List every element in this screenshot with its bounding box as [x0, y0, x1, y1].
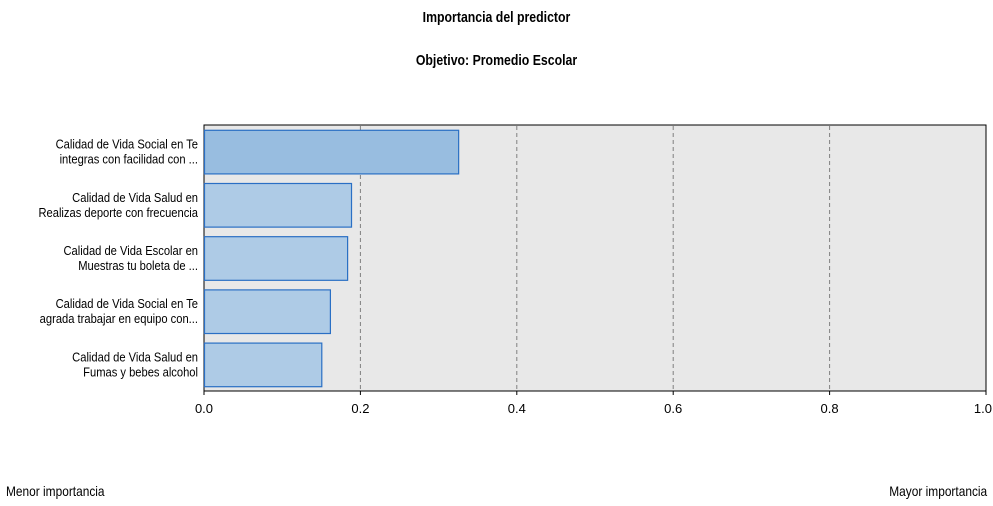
category-label: Calidad de Vida Social en Te	[56, 137, 199, 152]
category-label: Calidad de Vida Escolar en	[63, 243, 198, 258]
x-tick-label: 0.6	[664, 401, 682, 416]
category-label: Calidad de Vida Salud en	[72, 350, 198, 365]
category-label: Muestras tu boleta de ...	[78, 258, 198, 273]
chart-subtitle: Objetivo: Promedio Escolar	[415, 52, 578, 69]
bar	[203, 342, 323, 388]
category-label: agrada trabajar en equipo con...	[40, 311, 198, 326]
category-label: Fumas y bebes alcohol	[83, 365, 198, 380]
chart-title: Importancia del predictor	[422, 9, 571, 26]
bar	[203, 289, 332, 335]
more-importance-label: Mayor importancia	[889, 483, 987, 499]
category-label: Calidad de Vida Salud en	[72, 190, 198, 205]
x-tick-label: 0.0	[195, 401, 213, 416]
x-tick-label: 0.4	[508, 401, 526, 416]
less-importance-label: Menor importancia	[6, 483, 105, 499]
x-tick-label: 1.0	[974, 401, 992, 416]
bar	[203, 129, 460, 175]
category-label: integras con facilidad con ...	[60, 152, 198, 167]
category-label: Calidad de Vida Social en Te	[56, 296, 199, 311]
x-tick-label: 0.2	[351, 401, 369, 416]
x-tick-label: 0.8	[821, 401, 839, 416]
category-label: Realizas deporte con frecuencia	[38, 205, 198, 220]
bar	[203, 236, 349, 281]
bar	[203, 182, 353, 228]
